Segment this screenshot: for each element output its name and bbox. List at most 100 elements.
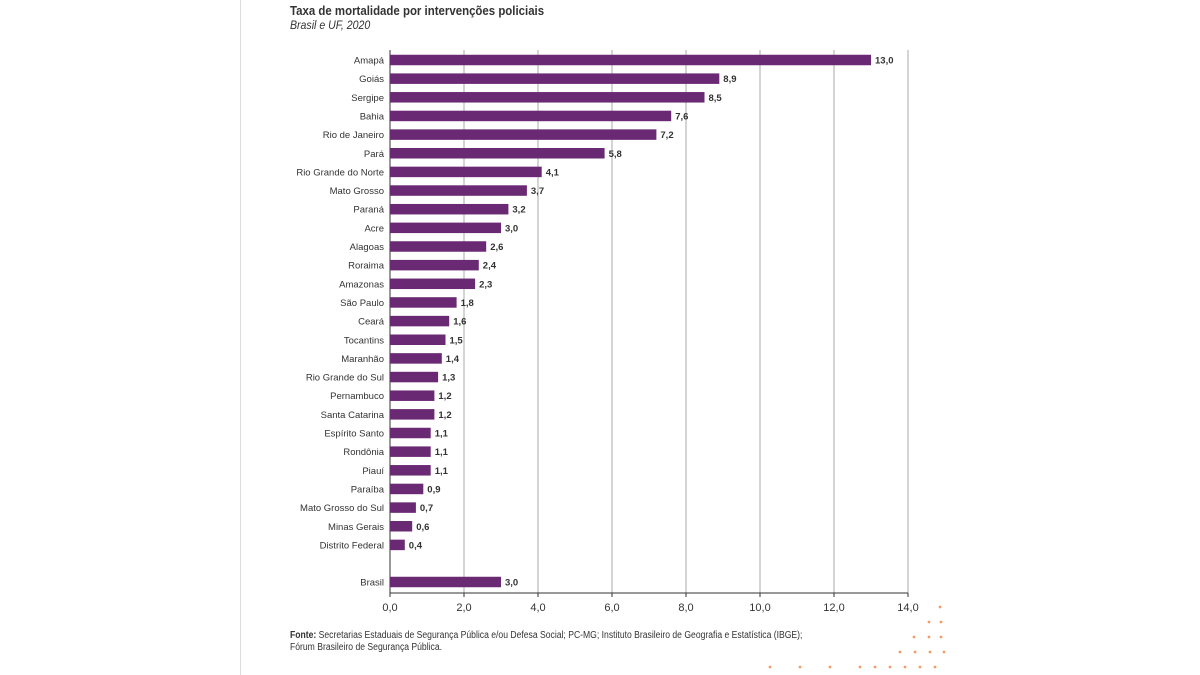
category-label: Distrito Federal — [320, 540, 384, 551]
decorative-dot — [912, 635, 916, 639]
decorative-dot — [928, 650, 932, 654]
category-label: Pará — [364, 149, 385, 160]
category-label: Rondônia — [343, 447, 384, 458]
decorative-dot — [888, 665, 892, 669]
bar — [390, 446, 431, 457]
decorative-dot — [903, 665, 907, 669]
data-label: 1,2 — [438, 410, 451, 421]
bar — [390, 315, 450, 327]
category-label: Mato Grosso do Sul — [300, 503, 384, 514]
chart-subtitle: Brasil e UF, 2020 — [290, 18, 371, 32]
bar — [390, 129, 657, 140]
decorative-dot — [939, 620, 943, 624]
bar — [390, 241, 487, 252]
data-label: 8,5 — [709, 93, 723, 104]
data-label: 0,7 — [420, 503, 433, 514]
decorative-dot — [768, 665, 772, 669]
data-label: 2,4 — [483, 261, 497, 272]
category-label: Tocantins — [344, 335, 384, 346]
category-label: Roraima — [348, 261, 385, 272]
decorative-dot — [933, 665, 937, 669]
chart-title: Taxa de mortalidade por intervenções pol… — [290, 3, 545, 18]
x-tick-label: 8,0 — [678, 602, 693, 614]
bar — [390, 409, 435, 420]
data-label: 1,1 — [435, 466, 449, 477]
bar — [390, 390, 435, 401]
decorative-dot — [927, 635, 931, 639]
category-label: Pernambuco — [330, 391, 384, 402]
category-label: Amazonas — [339, 279, 384, 290]
data-label: 1,2 — [438, 391, 451, 402]
page-divider — [240, 0, 241, 675]
data-label: 0,9 — [427, 484, 440, 495]
decorative-dot — [858, 665, 862, 669]
data-label: 8,9 — [723, 74, 736, 85]
data-label: 5,8 — [609, 149, 622, 160]
data-label: 13,0 — [875, 56, 894, 67]
data-label: 2,3 — [479, 279, 492, 290]
bar — [390, 521, 413, 532]
data-label: 1,1 — [435, 447, 449, 458]
category-label: Alagoas — [350, 242, 385, 253]
x-tick-label: 4,0 — [530, 602, 545, 614]
decorative-dot — [918, 665, 922, 669]
data-label: 3,0 — [505, 578, 518, 589]
category-label: Rio de Janeiro — [323, 130, 384, 141]
data-label: 1,6 — [453, 317, 466, 328]
decorative-dot — [942, 650, 946, 654]
category-label: Mato Grosso — [330, 186, 384, 197]
x-tick-label: 10,0 — [749, 602, 770, 614]
category-label: Minas Gerais — [328, 522, 384, 533]
bar — [390, 203, 509, 215]
x-tick-label: 0,0 — [382, 602, 397, 614]
data-label: 2,6 — [490, 242, 503, 253]
bar — [390, 576, 501, 588]
bar — [390, 297, 457, 308]
bar — [390, 54, 871, 66]
bar — [390, 148, 605, 159]
category-label: Ceará — [358, 317, 385, 328]
data-label: 1,8 — [461, 298, 474, 309]
data-label: 7,6 — [675, 111, 688, 122]
category-label: Rio Grande do Sul — [306, 373, 384, 384]
bar — [390, 259, 479, 271]
x-tick-label: 14,0 — [897, 602, 918, 614]
data-label: 3,0 — [505, 223, 518, 234]
source-note: Fonte: Secretarias Estaduais de Seguranç… — [290, 630, 802, 654]
decorative-dot — [938, 605, 942, 609]
data-label: 1,1 — [435, 429, 449, 440]
data-label: 4,1 — [546, 167, 560, 178]
category-label: Amapá — [354, 56, 385, 67]
bar — [390, 483, 424, 495]
bar — [390, 222, 501, 234]
category-label: Goiás — [359, 74, 384, 85]
category-label: Acre — [364, 223, 384, 234]
decorative-dot — [913, 650, 917, 654]
bar — [390, 427, 431, 439]
decorative-dot — [898, 650, 902, 654]
category-label: Sergipe — [351, 93, 384, 104]
bar — [390, 353, 442, 364]
bar — [390, 539, 405, 551]
decorative-dot — [873, 665, 877, 669]
category-label: Espírito Santo — [324, 429, 384, 440]
x-tick-label: 2,0 — [456, 602, 471, 614]
bar — [390, 502, 416, 513]
data-label: 0,4 — [409, 540, 423, 551]
bar — [390, 110, 672, 122]
x-tick-label: 6,0 — [604, 602, 619, 614]
data-label: 1,3 — [442, 373, 455, 384]
category-label: São Paulo — [340, 298, 384, 309]
source-label: Fonte: — [290, 630, 317, 641]
bar — [390, 371, 439, 383]
data-label: 3,7 — [531, 186, 544, 197]
category-label: Paraná — [353, 205, 384, 216]
category-label: Bahia — [360, 111, 385, 122]
decorative-dot — [927, 620, 931, 624]
x-tick-label: 12,0 — [823, 602, 844, 614]
data-label: 7,2 — [660, 130, 673, 141]
bar — [390, 92, 705, 103]
decorative-dot — [939, 635, 943, 639]
